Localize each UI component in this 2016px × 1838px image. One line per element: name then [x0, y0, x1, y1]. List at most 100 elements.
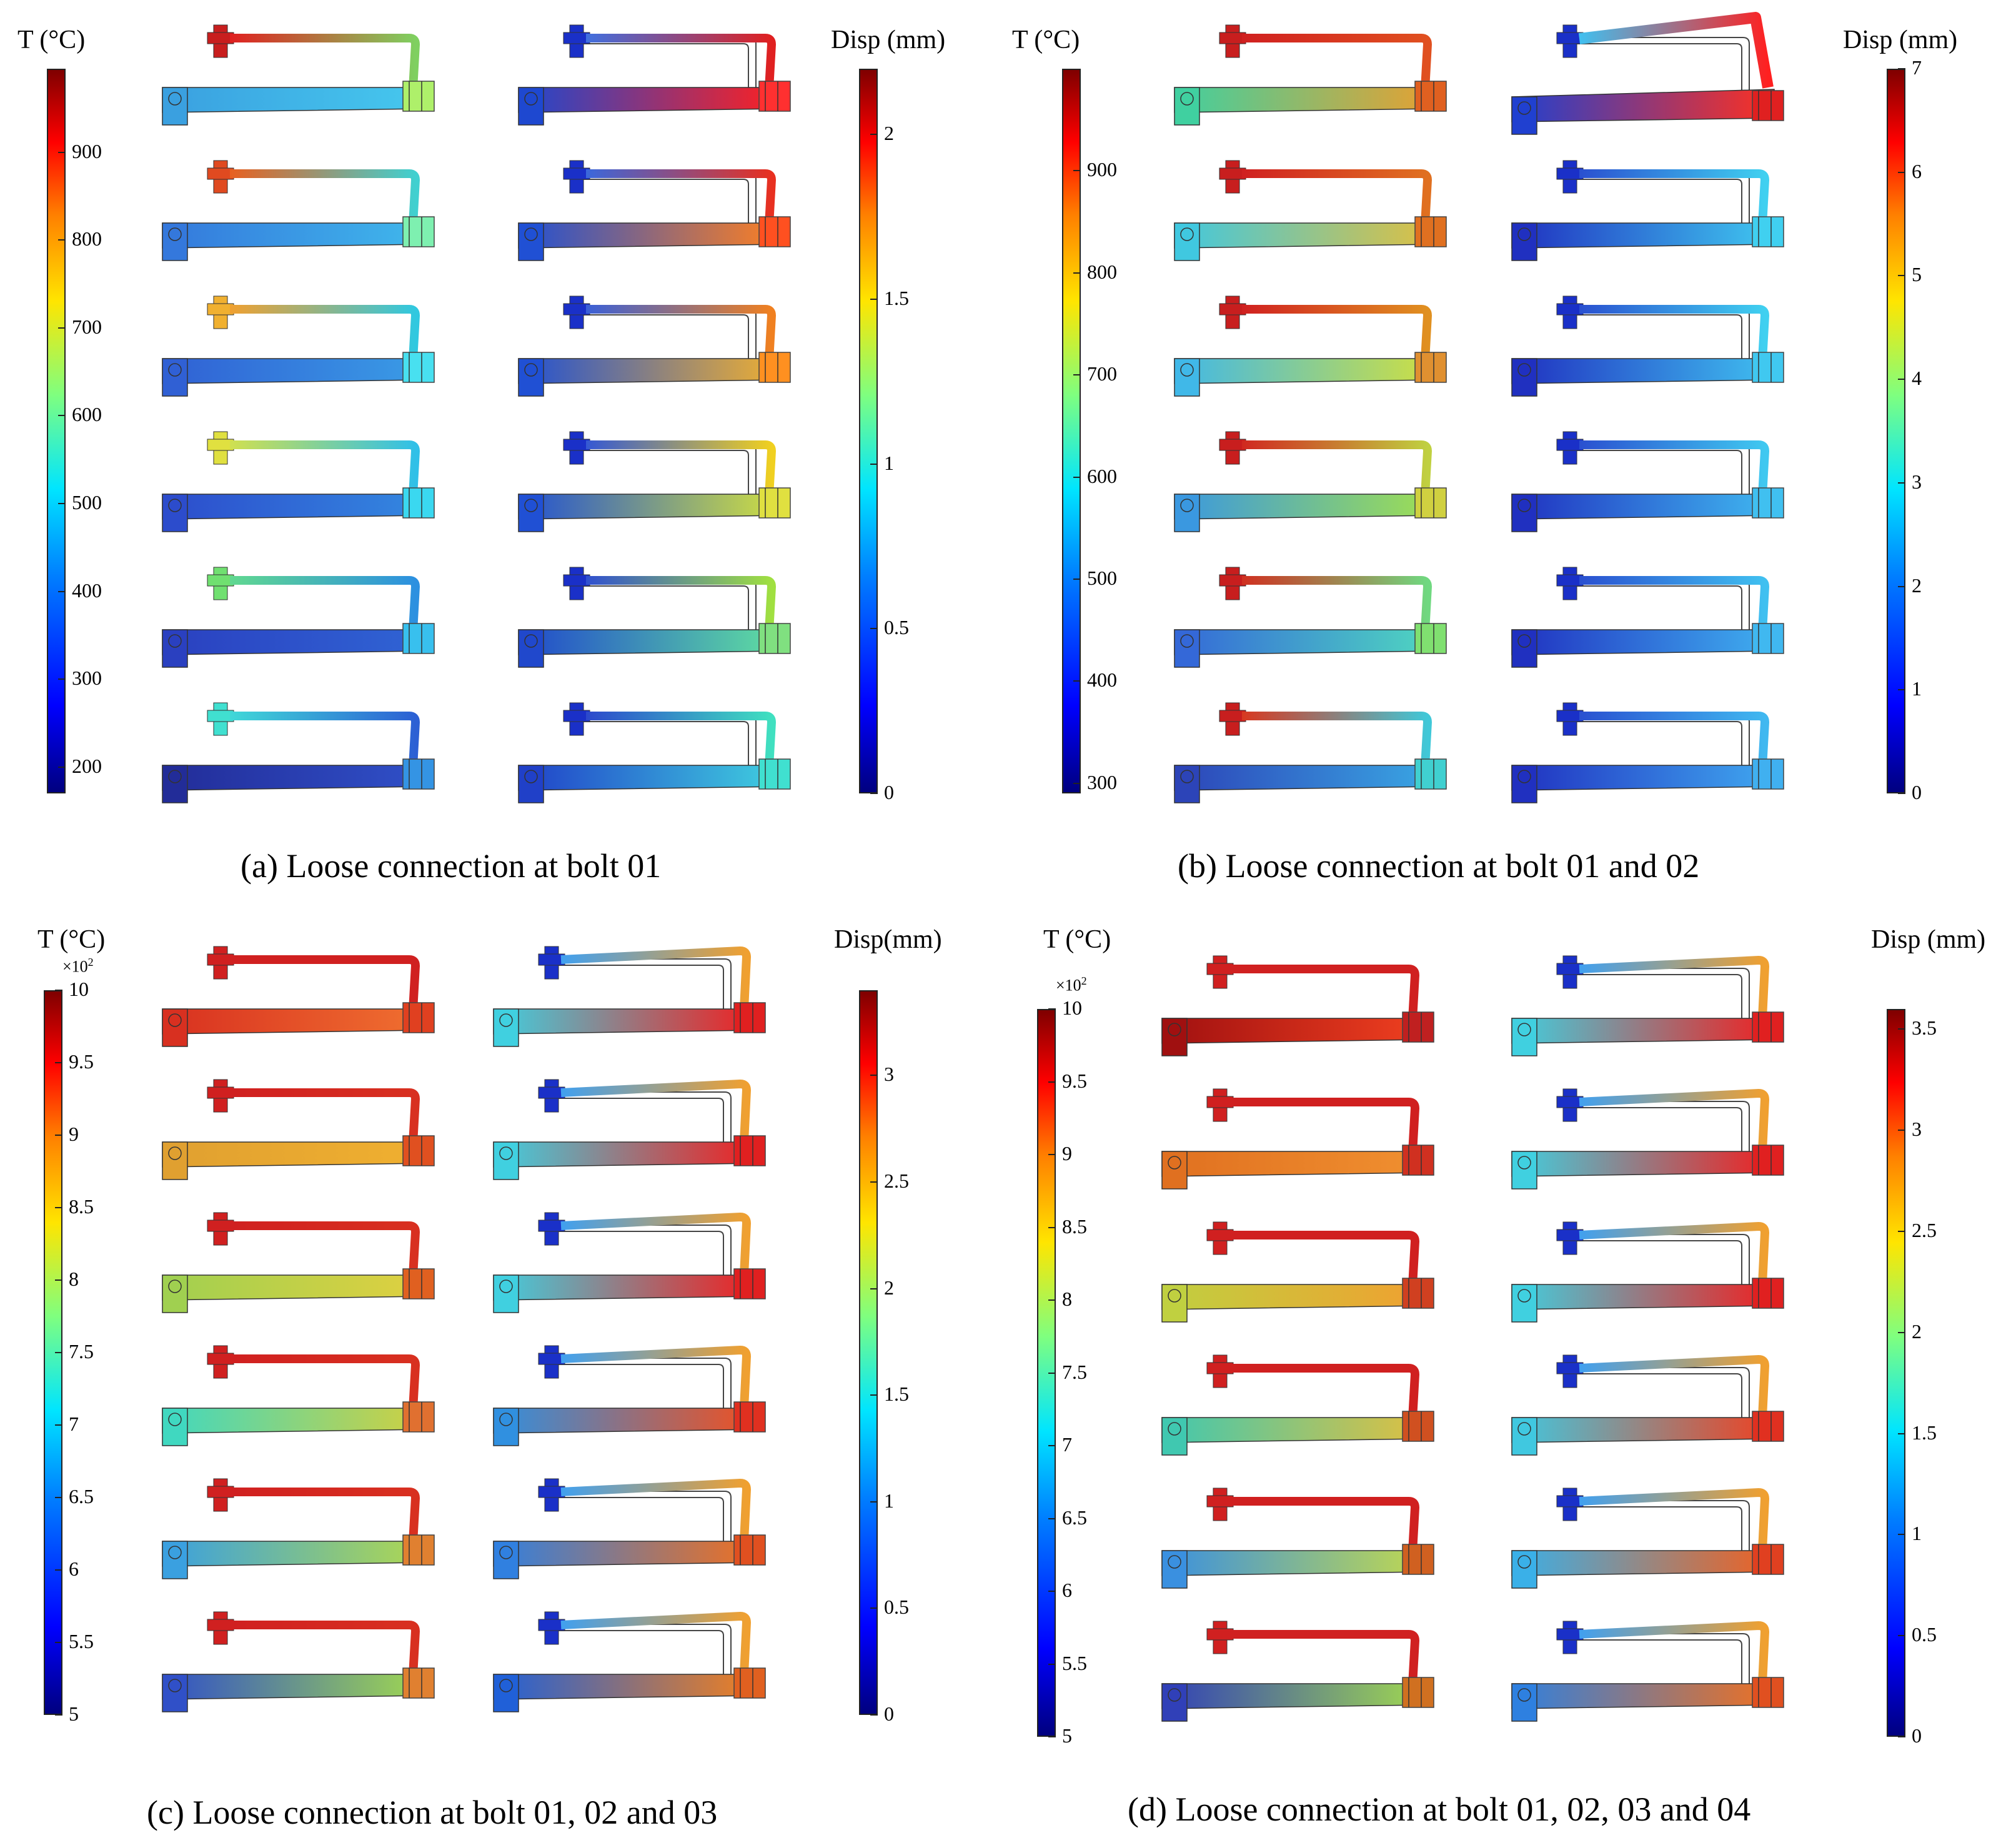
colorbar-tick-mark	[55, 1424, 62, 1426]
undeformed-outline	[1571, 1107, 1742, 1164]
bolted-joint	[733, 1002, 766, 1033]
busbar-assembly	[493, 1079, 766, 1180]
terminal-hole	[1180, 770, 1194, 783]
terminal	[493, 1141, 519, 1180]
terminal-hole	[1180, 499, 1194, 512]
undeformed-outline	[1571, 968, 1750, 1031]
busbar-assembly	[1161, 955, 1434, 1056]
pipe	[1579, 1222, 1769, 1298]
busbar	[1511, 1151, 1775, 1177]
undeformed-outline	[1571, 1367, 1750, 1430]
bolted-joint	[1402, 1677, 1434, 1708]
colorbar-tick-label: 0	[1912, 1724, 1922, 1747]
bolted-joint	[1414, 623, 1447, 654]
terminal	[162, 1141, 188, 1180]
multiplier-base: ×10	[62, 957, 88, 976]
busbar	[1511, 1417, 1775, 1443]
terminal	[1174, 222, 1200, 261]
colorbar-tick-mark	[1048, 1081, 1056, 1083]
colorbar-tick-label: 10	[69, 978, 89, 1000]
colorbar-tick-mark	[58, 503, 66, 504]
undeformed-outline	[553, 1098, 724, 1155]
colorbar-tick-label: 300	[72, 667, 102, 690]
pipe	[1242, 169, 1432, 236]
colorbar-tick-mark	[55, 990, 62, 991]
colorbar-tick-mark	[1073, 476, 1081, 478]
undeformed-outline	[1571, 1234, 1750, 1297]
terminal-hole	[1517, 634, 1531, 648]
colorbar-tick-label: 6	[1062, 1579, 1072, 1601]
bolted-joint	[1752, 1145, 1784, 1176]
undeformed-outline	[553, 1630, 724, 1687]
undeformed-outline	[578, 43, 749, 100]
busbar-assembly	[1161, 1354, 1434, 1456]
terminal	[493, 1274, 519, 1313]
busbar-assembly	[1174, 567, 1447, 668]
pipe	[1579, 1621, 1769, 1697]
colorbar-tick-label: 900	[1087, 158, 1117, 181]
terminal	[162, 765, 188, 803]
colorbar-tick-mark	[1898, 1130, 1905, 1131]
pipe	[230, 34, 420, 101]
busbar-assembly	[518, 24, 791, 126]
colorbar-tick-label: 2	[1912, 574, 1922, 597]
terminal-hole	[1517, 1688, 1531, 1702]
colorbar-tick-mark	[1048, 1736, 1056, 1737]
pipe	[1579, 712, 1769, 778]
busbar	[1161, 1417, 1425, 1443]
pipe	[1579, 1488, 1769, 1564]
bolt-head	[1206, 1096, 1234, 1108]
colorbar-tick-mark	[58, 151, 66, 153]
displacement-colorbar-title: Disp (mm)	[1843, 26, 1958, 54]
colorbar-tick-mark	[1898, 379, 1905, 380]
colorbar-tick-label: 2	[1912, 1319, 1922, 1343]
colorbar-tick-mark	[1898, 1433, 1905, 1434]
terminal	[1174, 358, 1200, 397]
bolted-joint	[1414, 758, 1447, 790]
undeformed-outline	[553, 1091, 732, 1155]
terminal	[1161, 1683, 1188, 1722]
pipe	[586, 712, 776, 778]
colorbar-tick-label: 400	[1087, 668, 1117, 692]
colorbar-tick-mark	[1898, 171, 1905, 173]
bolted-joint	[402, 1268, 435, 1299]
terminal	[162, 1541, 188, 1579]
terminal	[493, 1008, 519, 1047]
colorbar-tick-mark	[55, 1352, 62, 1353]
pipe	[560, 946, 751, 1022]
busbar-assembly	[162, 296, 435, 397]
pipe	[1229, 1098, 1419, 1165]
bolted-joint	[1402, 1011, 1434, 1043]
pipe	[230, 1088, 420, 1155]
pipe	[1229, 1630, 1419, 1697]
colorbar-tick-label: 1	[1912, 677, 1922, 700]
terminal	[162, 87, 188, 126]
colorbar-tick-mark	[870, 1394, 878, 1396]
colorbar-tick-label: 900	[72, 139, 102, 162]
undeformed-outline	[1571, 974, 1742, 1031]
bolted-joint	[402, 1667, 435, 1699]
terminal-hole	[1180, 92, 1194, 106]
terminal-hole	[168, 1679, 182, 1692]
pipe	[230, 440, 420, 507]
colorbar-tick-label: 1	[884, 1489, 894, 1512]
colorbar-tick-mark	[1048, 1372, 1056, 1374]
bolted-joint	[1402, 1411, 1434, 1442]
temperature-colorbar	[1062, 69, 1081, 793]
pipe	[560, 1213, 751, 1288]
busbar-assembly	[1511, 160, 1784, 261]
colorbar-tick-mark	[1073, 374, 1081, 376]
pipe	[1579, 1355, 1769, 1431]
colorbar-tick-mark	[1898, 1736, 1905, 1737]
terminal-hole	[499, 1013, 513, 1027]
colorbar-tick-label: 2	[884, 122, 894, 145]
busbar-assembly	[1174, 702, 1447, 803]
colorbar-tick-label: 7	[69, 1413, 79, 1435]
busbar-assembly	[518, 702, 791, 803]
bolted-joint	[1752, 1544, 1784, 1575]
busbar-assembly	[493, 1212, 766, 1313]
terminal-hole	[524, 634, 538, 648]
pipe	[230, 1621, 420, 1687]
bolted-joint	[1752, 623, 1784, 654]
